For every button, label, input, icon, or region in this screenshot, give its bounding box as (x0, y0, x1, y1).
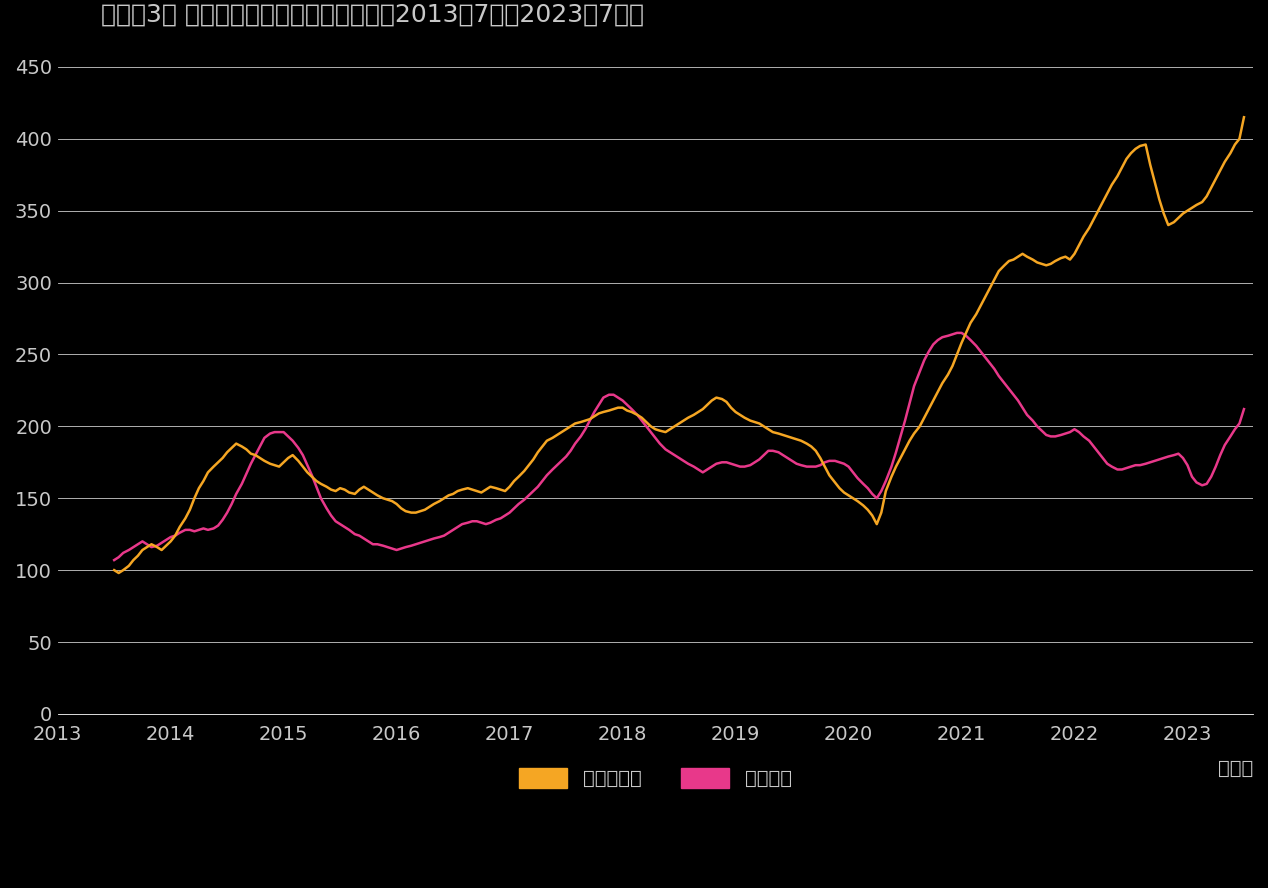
中国株式 (1236, 404, 1252, 415)
インド株式 (539, 435, 554, 446)
中国株式 (1019, 409, 1035, 420)
中国株式 (535, 476, 550, 487)
中国株式 (752, 454, 767, 464)
中国株式 (107, 555, 122, 566)
中国株式 (950, 328, 965, 338)
Legend: インド株式, 中国株式: インド株式, 中国株式 (519, 768, 791, 789)
インド株式 (238, 444, 254, 455)
インド株式 (107, 565, 122, 575)
インド株式 (1019, 251, 1035, 262)
中国株式 (1227, 424, 1243, 434)
Text: （年）: （年） (1217, 759, 1253, 778)
Line: インド株式: インド株式 (114, 117, 1244, 573)
インド株式 (756, 421, 771, 432)
インド株式 (1236, 112, 1252, 123)
Line: 中国株式: 中国株式 (114, 333, 1244, 560)
インド株式 (945, 361, 960, 371)
中国株式 (941, 330, 956, 341)
インド株式 (112, 567, 127, 578)
Text: 【図表3】 インド株式と中国株式の推移（2013年7月〜2023年7月）: 【図表3】 インド株式と中国株式の推移（2013年7月〜2023年7月） (101, 3, 644, 27)
中国株式 (235, 479, 250, 489)
インド株式 (1227, 139, 1243, 150)
